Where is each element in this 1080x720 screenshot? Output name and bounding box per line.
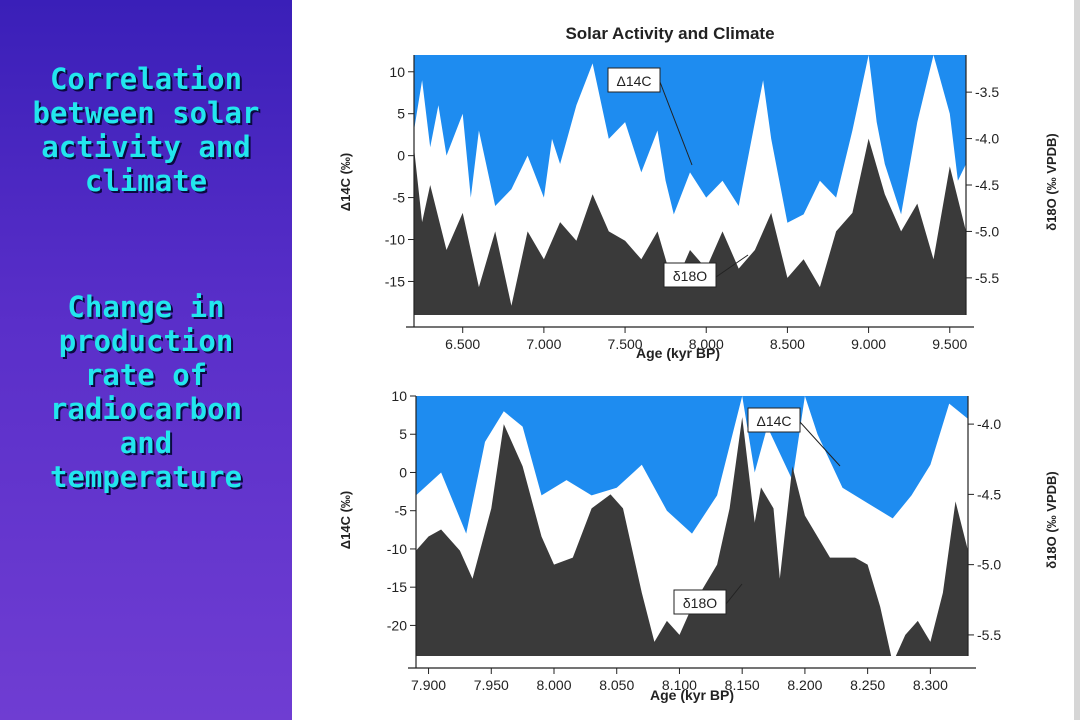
x-tick-label: 8.000	[689, 336, 724, 352]
y2-tick-label: -4.0	[975, 131, 999, 147]
d18o-label-leader	[715, 254, 749, 278]
x-tick-label: 8.000	[536, 677, 571, 693]
y-tick-label: 0	[397, 148, 405, 164]
title-line: Correlation	[49, 62, 243, 96]
d18o-label: δ18O	[683, 595, 717, 611]
x-tick-label: 8.300	[913, 677, 948, 693]
title-line: between solar	[32, 96, 260, 130]
left-panel: Correlation between solar activity and c…	[0, 0, 292, 720]
x-tick-label: 7.500	[608, 336, 643, 352]
plot-area	[416, 396, 968, 656]
chart-title: Solar Activity and Climate	[565, 24, 774, 43]
d18o-label-box	[663, 262, 717, 288]
subtitle-line: Change in	[67, 290, 225, 324]
x-axis-label: Age (kyr BP)	[636, 345, 720, 361]
plot-area	[414, 55, 966, 315]
title-line: activity and	[41, 130, 251, 164]
y-tick-label: -15	[387, 579, 407, 595]
d18o-label-leader	[725, 583, 743, 605]
chart-top: 10 5 0 -5 -10 -15 -3.5 -4.0 -4.5 -5.0 -5.5 6.500 7.0…	[385, 55, 999, 352]
d14c-label-box	[607, 67, 661, 93]
x-tick-label: 7.950	[474, 677, 509, 693]
subtitle-line: temperature	[49, 460, 243, 494]
d18o-series-area	[416, 417, 968, 656]
y-tick-label: -20	[387, 617, 407, 633]
y-tick-label: -10	[385, 232, 405, 248]
title-line: climate	[84, 164, 208, 198]
y-tick-label: 10	[389, 64, 405, 80]
subtitle-line: and	[119, 426, 173, 460]
d14c-label-leader	[659, 81, 693, 166]
y2-tick-label: -5.0	[975, 223, 999, 239]
subtitle-line: production	[58, 324, 234, 358]
x-tick-label: 8.150	[725, 677, 760, 693]
x-tick-label: 8.100	[662, 677, 697, 693]
x-tick-label: 8.200	[787, 677, 822, 693]
x-tick-label: 7.900	[411, 677, 446, 693]
y2-tick-label: -4.5	[977, 486, 1001, 502]
y-tick-label: 10	[391, 388, 407, 404]
d18o-label: δ18O	[673, 268, 707, 284]
y2-tick-label: -4.5	[975, 177, 999, 193]
y-tick-label: 5	[399, 426, 407, 442]
x-tick-label: 8.050	[599, 677, 634, 693]
y-tick-label: -5	[395, 503, 408, 519]
slide-title: Correlation between solar activity and c…	[0, 62, 292, 198]
d14c-label: Δ14C	[756, 413, 791, 429]
d14c-label-leader	[799, 421, 841, 467]
figure: Solar Activity and Climate 10 5 0 -5 -10 -15 -…	[338, 24, 1059, 703]
y2-tick-label: -3.5	[975, 84, 999, 100]
y-axis-label: Δ14C (‰)	[338, 153, 353, 211]
d18o-series-area	[414, 138, 966, 315]
y2-tick-label: -4.0	[977, 416, 1001, 432]
subtitle-line: radiocarbon	[49, 392, 243, 426]
subtitle-line: rate of	[84, 358, 208, 392]
y-tick-label: 5	[397, 106, 405, 122]
y2-tick-label: -5.5	[975, 270, 999, 286]
y2-tick-label: -5.0	[977, 557, 1001, 573]
d18o-label-box	[673, 589, 727, 615]
d14c-label: Δ14C	[616, 73, 651, 89]
x-axis-label: Age (kyr BP)	[650, 687, 734, 703]
x-tick-label: 8.500	[770, 336, 805, 352]
y-tick-label: 0	[399, 464, 407, 480]
y2-tick-label: -5.5	[977, 627, 1001, 643]
d14c-label-box	[747, 407, 801, 433]
x-tick-label: 7.000	[526, 336, 561, 352]
right-edge-strip	[1074, 0, 1080, 720]
y2-axis-label: δ18O (‰ VPDB)	[1044, 471, 1059, 568]
y-tick-label: -10	[387, 541, 407, 557]
x-tick-label: 9.500	[932, 336, 967, 352]
x-tick-label: 6.500	[445, 336, 480, 352]
chart-bottom: 10 5 0 -5 -10 -15 -20 -4.0 -4.5 -5.0 -5.5 7.900 7.95…	[387, 388, 1002, 693]
y2-axis-label: δ18O (‰ VPDB)	[1044, 133, 1059, 230]
y-tick-label: -5	[393, 190, 406, 206]
x-tick-label: 8.250	[850, 677, 885, 693]
y-tick-label: -15	[385, 273, 405, 289]
slide-subtitle: Change in production rate of radiocarbon…	[0, 290, 292, 494]
y-axis-label: Δ14C (‰)	[338, 491, 353, 549]
x-tick-label: 9.000	[851, 336, 886, 352]
